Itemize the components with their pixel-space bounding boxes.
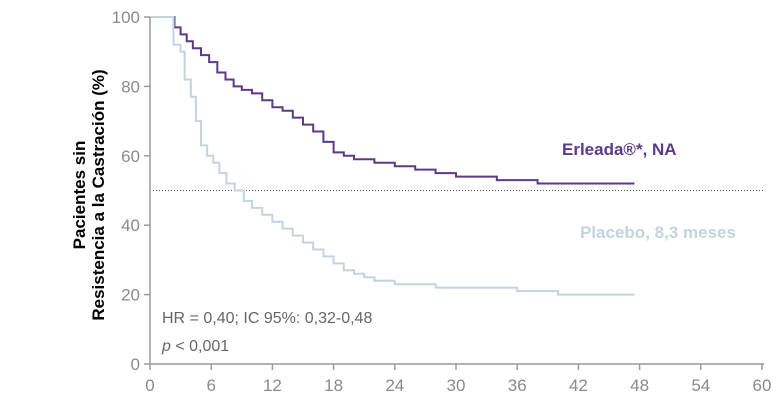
y-tick-label: 100 — [112, 8, 140, 27]
p-value: < 0,001 — [175, 338, 229, 355]
y-ticks: 0 20 40 60 80 100 — [112, 8, 150, 374]
y-tick-label: 0 — [131, 355, 140, 374]
x-tick-label: 12 — [263, 376, 282, 395]
x-tick-label: 42 — [569, 376, 588, 395]
series-line-placebo — [150, 16, 635, 296]
y-tick-label: 20 — [121, 286, 140, 305]
x-ticks: 0 6 12 18 24 30 36 42 48 54 60 — [145, 364, 771, 395]
x-tick-label: 24 — [385, 376, 404, 395]
y-tick-label: 60 — [121, 147, 140, 166]
y-tick-label: 40 — [121, 216, 140, 235]
series-line-erleada — [150, 16, 635, 185]
x-tick-label: 30 — [447, 376, 466, 395]
y-axis-label: Pacientes sin Resistencia a la Castració… — [70, 69, 108, 320]
p-value-annotation: p < 0,001 — [161, 338, 229, 355]
x-tick-label: 18 — [324, 376, 343, 395]
series-layer — [150, 16, 635, 296]
axes — [149, 17, 764, 365]
x-tick-label: 0 — [145, 376, 154, 395]
x-tick-label: 60 — [753, 376, 772, 395]
x-tick-label: 6 — [206, 376, 215, 395]
x-tick-label: 48 — [630, 376, 649, 395]
hr-annotation: HR = 0,40; IC 95%: 0,32-0,48 — [162, 310, 372, 327]
y-axis-label-line-2: Resistencia a la Castración (%) — [89, 69, 108, 320]
x-tick-label: 36 — [508, 376, 527, 395]
series-label-erleada: Erleada®*, NA — [562, 140, 677, 159]
y-axis-label-line-1: Pacientes sin — [70, 141, 89, 250]
p-symbol: p — [161, 338, 171, 355]
y-tick-label: 80 — [121, 77, 140, 96]
series-label-placebo: Placebo, 8,3 meses — [580, 223, 736, 242]
x-tick-label: 54 — [691, 376, 710, 395]
